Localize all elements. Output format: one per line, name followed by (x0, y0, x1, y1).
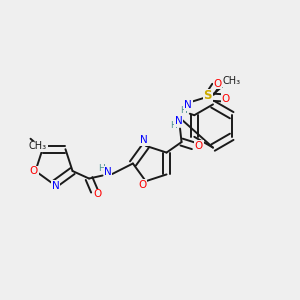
Text: CH₃: CH₃ (222, 76, 241, 86)
Text: O: O (93, 189, 102, 199)
Text: H: H (170, 121, 177, 130)
Text: O: O (30, 166, 38, 176)
Text: O: O (222, 94, 230, 104)
Text: N: N (184, 100, 192, 110)
Text: H: H (180, 106, 187, 115)
Text: H: H (99, 164, 105, 173)
Text: O: O (195, 141, 203, 151)
Text: N: N (140, 135, 148, 146)
Text: S: S (203, 89, 212, 102)
Text: O: O (138, 180, 146, 190)
Text: CH₃: CH₃ (29, 141, 47, 151)
Text: N: N (52, 181, 59, 191)
Text: O: O (214, 79, 222, 89)
Text: N: N (104, 167, 112, 177)
Text: N: N (175, 116, 182, 126)
